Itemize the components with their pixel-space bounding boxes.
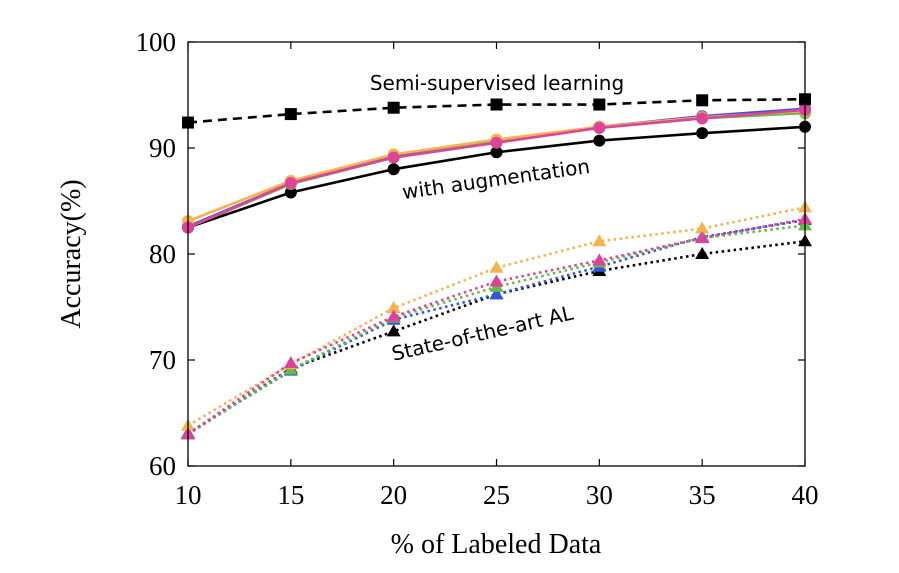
- point: [696, 112, 709, 125]
- point: [386, 301, 401, 314]
- y-tick-label: 100: [136, 27, 177, 57]
- point: [489, 287, 504, 300]
- annotation: State-of-the-art AL: [389, 300, 576, 365]
- point: [696, 94, 709, 107]
- point: [387, 151, 400, 164]
- x-tick-label: 20: [380, 480, 407, 510]
- annotation: with augmentation: [401, 154, 592, 204]
- point: [284, 186, 297, 199]
- point: [593, 121, 606, 134]
- point: [284, 108, 297, 121]
- annotation: Semi-supervised learning: [370, 71, 624, 95]
- x-tick-label: 35: [689, 480, 716, 510]
- point: [695, 231, 710, 244]
- point: [696, 127, 709, 140]
- y-axis-label: Accuracy(%): [56, 179, 87, 328]
- point: [489, 260, 504, 273]
- series-line: [187, 206, 806, 427]
- point: [283, 356, 298, 369]
- point: [490, 136, 503, 149]
- point: [593, 134, 606, 147]
- point: [386, 309, 401, 322]
- plot-frame: [187, 41, 806, 467]
- x-tick-label: 25: [483, 480, 510, 510]
- point: [592, 253, 607, 266]
- y-tick-label: 60: [149, 451, 176, 481]
- point: [489, 274, 504, 287]
- point: [490, 146, 503, 159]
- y-tick-label: 70: [149, 345, 176, 375]
- point: [593, 98, 606, 111]
- y-tick-label: 80: [149, 239, 176, 269]
- point: [386, 324, 401, 337]
- point: [592, 234, 607, 247]
- point: [387, 163, 400, 176]
- point: [695, 247, 710, 259]
- x-tick-label: 10: [175, 480, 202, 510]
- point: [490, 98, 503, 111]
- y-tick-label: 90: [149, 133, 176, 163]
- point: [387, 101, 400, 114]
- point: [695, 221, 710, 234]
- point: [284, 176, 297, 189]
- x-tick-label: 40: [792, 480, 819, 510]
- x-axis-label: % of Labeled Data: [391, 529, 602, 560]
- x-tick-label: 15: [277, 480, 304, 510]
- x-tick-label: 30: [586, 480, 613, 510]
